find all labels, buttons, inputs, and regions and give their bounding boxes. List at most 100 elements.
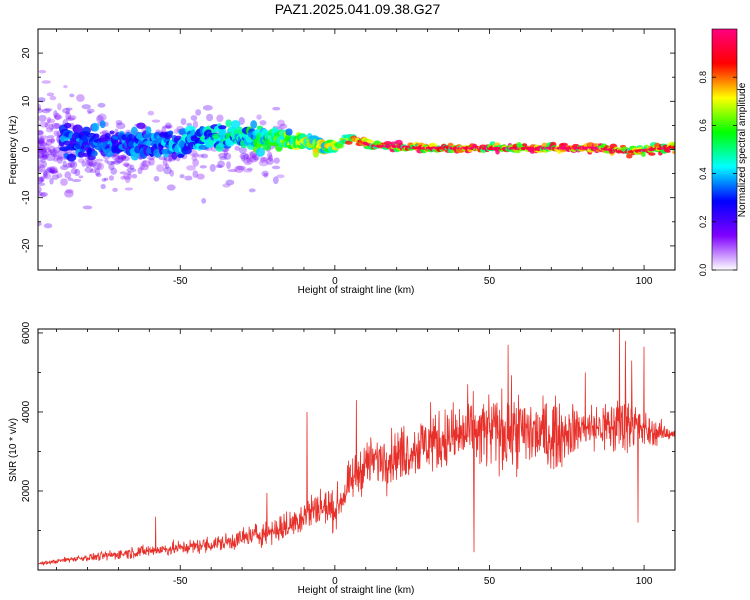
- snr-frame: [37, 328, 676, 571]
- spectrogram-cell: [106, 160, 115, 165]
- spectrogram-cell: [39, 164, 45, 169]
- spectrogram-cell: [43, 108, 53, 112]
- spectrogram-cell: [190, 115, 198, 121]
- spectrogram-cell: [65, 107, 73, 111]
- spectrogram-cell: [95, 158, 104, 162]
- spectrogram-cell: [256, 114, 262, 120]
- colorbar-tick-label: 0.2: [698, 216, 708, 229]
- spectrogram-cell: [250, 120, 258, 129]
- spectrogram-cell: [192, 170, 199, 178]
- spectrogram-cell: [222, 183, 231, 188]
- spectrogram-cell: [241, 154, 246, 162]
- spectrogram-cell: [428, 142, 438, 148]
- spectrogram-cell: [191, 155, 198, 161]
- colorbar: 0.0 0.2 0.4 0.6 0.8 Normalized spectral ampl…: [698, 28, 748, 276]
- spectrogram-cell: [88, 159, 97, 167]
- spectrogram-cell: [263, 172, 269, 178]
- spectrogram-cell: [62, 107, 71, 114]
- spectrogram-cell: [180, 118, 187, 126]
- spectrogram-cell: [86, 108, 95, 113]
- spectrogram-cell: [177, 153, 185, 159]
- spectrogram-cell: [100, 183, 106, 190]
- spectrogram-cell: [38, 69, 47, 74]
- spectrogram-cell: [40, 155, 46, 163]
- spectrogram-cell: [238, 116, 245, 125]
- spectrogram-cell: [96, 162, 105, 171]
- spectrogram-cell: [167, 156, 173, 163]
- spectrogram-cell: [38, 114, 47, 122]
- spectrogram-cell: [103, 177, 109, 181]
- spectrogram-cell: [236, 126, 243, 133]
- spectrogram-cell: [672, 150, 675, 155]
- spectrogram-cell: [64, 171, 72, 179]
- spectrogram-cell: [38, 159, 44, 166]
- spectrogram-xtick-label: -50: [173, 276, 188, 287]
- spectrogram-cell: [276, 174, 285, 179]
- spectrogram-cell: [87, 147, 93, 158]
- spectrogram-cell: [92, 161, 102, 170]
- spectrogram-cell: [108, 175, 115, 181]
- spectrogram-cell: [124, 175, 131, 184]
- spectrogram-cell: [39, 192, 49, 197]
- spectrogram-cell: [43, 172, 52, 180]
- spectrogram-cell: [225, 179, 235, 186]
- spectrogram-cell: [51, 122, 60, 130]
- spectrogram-cell: [104, 159, 109, 163]
- spectrogram-cell: [81, 160, 86, 167]
- spectrogram-cell: [38, 139, 46, 145]
- spectrogram-cell: [38, 182, 46, 187]
- spectrogram-cell: [81, 104, 91, 110]
- spectrogram-cell: [251, 153, 257, 161]
- spectrogram-xlabel: Height of straight line (km): [298, 285, 415, 296]
- spectrogram-cell: [52, 152, 60, 158]
- spectrogram-cell: [46, 118, 56, 124]
- spectrogram-cell: [38, 107, 42, 111]
- spectrogram-cell: [42, 161, 47, 168]
- spectrogram-cell: [184, 175, 193, 181]
- snr-panel: -50 0 50 100 2000 4000 6000 Height of straight…: [8, 321, 676, 596]
- spectrogram-cell: [46, 138, 56, 143]
- spectrogram-cell: [38, 155, 42, 160]
- spectrogram-cell: [49, 167, 58, 174]
- spectrogram-cell: [65, 188, 74, 194]
- spectrogram-cell: [261, 170, 269, 177]
- spectrogram-cell: [38, 176, 44, 184]
- spectrogram-cell: [38, 136, 45, 144]
- spectrogram-cell: [41, 108, 51, 114]
- spectrogram-cell: [48, 166, 58, 173]
- spectrogram-cell: [54, 112, 61, 121]
- spectrogram-axes: -50 0 50 100 -20 -10 0 10 20: [21, 28, 676, 287]
- spectrogram-cell: [195, 109, 202, 116]
- spectrogram-cell: [272, 176, 279, 185]
- spectrogram-cell: [69, 93, 75, 98]
- spectrogram-xtick-label: 0: [332, 276, 338, 287]
- spectrogram-cell: [238, 146, 247, 154]
- spectrogram-panel: -50 0 50 100 -20 -10 0 10 20 Height of straight …: [8, 28, 676, 296]
- spectrogram-cell: [86, 158, 94, 167]
- spectrogram-cell: [163, 166, 172, 175]
- spectrogram-cell: [169, 169, 175, 177]
- spectrogram-cell: [151, 119, 161, 123]
- spectrogram-cell: [63, 122, 72, 129]
- spectrogram-cell: [258, 159, 269, 167]
- spectrogram-cell: [40, 135, 49, 140]
- spectrogram-cell: [44, 121, 50, 129]
- spectrogram-cell: [120, 175, 126, 180]
- spectrogram-cell: [91, 150, 98, 157]
- spectrogram-cell: [146, 139, 152, 147]
- spectrogram-cell: [218, 125, 227, 130]
- spectrogram-cell: [277, 119, 286, 127]
- spectrogram-cell: [49, 123, 54, 131]
- spectrogram-cell: [345, 140, 353, 145]
- spectrogram-cell: [202, 105, 213, 111]
- spectrogram-cell: [112, 187, 118, 193]
- spectrogram-xtick-label: 50: [484, 276, 496, 287]
- spectrogram-cell: [122, 162, 130, 167]
- spectrogram-cell: [47, 149, 53, 156]
- spectrogram-cell: [43, 143, 50, 151]
- spectrogram-cell: [66, 153, 77, 162]
- spectrogram-cell: [38, 138, 44, 145]
- spectrogram-cell: [78, 175, 84, 179]
- spectrogram-cell: [62, 160, 67, 168]
